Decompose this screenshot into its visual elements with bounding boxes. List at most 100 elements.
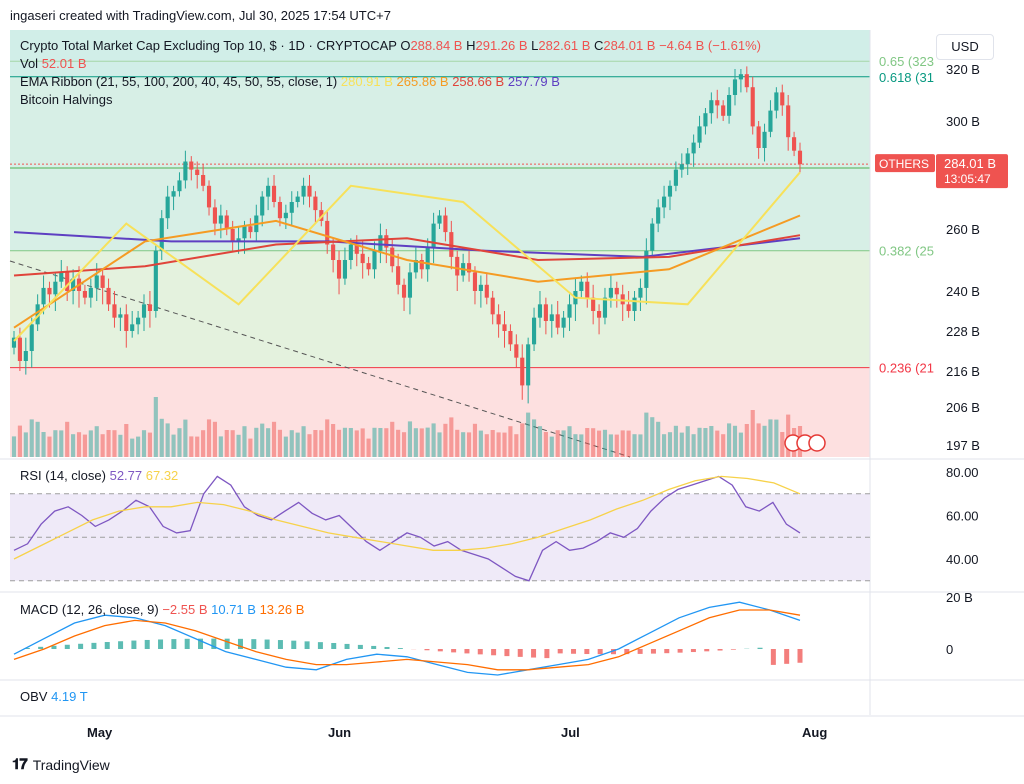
macd-histogram-bar [184,638,190,649]
volume-bar [325,419,330,457]
macd-histogram-bar [531,649,537,658]
legend-value: 280.91 B [341,74,397,89]
candle-body [130,324,135,331]
candle-body [644,250,649,288]
volume-bar [656,421,661,457]
candle-body [419,260,424,270]
volume-bar [378,428,383,457]
volume-bar [549,436,554,457]
candle-body [502,324,507,331]
candle-body [792,137,797,151]
macd-histogram-bar [784,649,790,664]
volume-bar [401,432,407,457]
legend-value: C [590,38,603,53]
candle-body [786,105,791,138]
obv-legend-value: 4.19 T [51,689,88,704]
candle-body [159,218,164,251]
fib-label: 0.65 (323 [879,54,934,69]
volume-bar [750,410,755,457]
volume-bar [112,430,117,457]
ema-55-line [13,214,801,329]
price-scale-label: 240 B [946,284,980,299]
macd-legend-value: 10.71 B [211,602,259,617]
volume-bar [484,434,489,457]
volume-bar [106,430,111,457]
volume-bar [667,432,673,457]
macd-histogram-bar [344,643,350,649]
macd-histogram-bar [424,649,430,651]
candle-body [667,185,673,197]
candle-body [319,210,324,221]
volume-bar [319,430,324,457]
volume-bar [71,434,76,457]
candle-body [94,275,99,288]
candle-body [189,161,194,170]
candle-body [17,337,22,361]
legend-value: O [397,38,411,53]
volume-bar [248,438,253,457]
volume-bar [277,429,283,457]
tradingview-brand: 𝟏𝟕 TradingView [12,756,110,773]
volume-bar [100,434,105,457]
volume-bar [537,426,543,457]
volume-bar [455,429,460,457]
volume-bar [136,436,141,457]
volume-bar [59,430,64,457]
candle-body [496,314,501,325]
legend-value: 258.66 B [452,74,508,89]
volume-bar [602,429,608,457]
legend-value: H [462,38,475,53]
macd-histogram-bar [277,640,283,649]
price-scale-label: 300 B [946,114,980,129]
volume-bar [608,434,613,457]
candle-body [697,126,702,143]
candle-body [82,291,87,298]
macd-histogram-bar [717,649,723,651]
candle-body [230,229,235,242]
volume-bar [691,434,696,457]
candle-body [561,317,566,328]
legend-value: 265.86 B [397,74,453,89]
candle-body [484,284,489,298]
obv-legend: OBV 4.19 T [20,689,88,704]
legend-value: 282.61 B [538,38,590,53]
volume-bar [41,432,46,457]
candle-body [171,191,176,197]
volume-bar [407,421,413,457]
macd-histogram-bar [384,646,390,649]
macd-histogram-bar [171,639,177,649]
volume-bar [514,434,519,457]
candle-body [354,244,359,254]
volume-bar [165,423,170,457]
candle-body [177,180,182,192]
candle-body [106,287,111,305]
fib-label: 0.382 (25 [879,244,934,259]
macd-histogram-bar [730,649,736,650]
candle-body [413,260,418,273]
candle-body [703,113,708,127]
volume-bar [762,425,767,457]
candle-body [313,196,318,211]
candle-body [29,324,34,351]
macd-histogram-bar [504,649,510,657]
candle-body [797,150,803,165]
volume-bar [88,430,93,457]
candle-body [662,196,667,208]
macd-histogram-bar [624,649,630,655]
price-scale-label: 228 B [946,324,980,339]
candle-body [218,215,223,224]
candle-body [331,244,336,260]
macd-histogram-bar [371,645,377,649]
macd-histogram-bar [437,649,443,652]
currency-button[interactable]: USD [936,34,994,60]
ema-200-line [13,231,801,258]
candle-body [301,185,306,197]
volume-bar [195,436,200,457]
volume-bar [443,423,448,457]
candle-body [555,314,560,328]
volume-bar [614,434,619,457]
candle-body [372,250,377,270]
volume-bar [331,424,336,457]
candle-body [348,244,353,260]
